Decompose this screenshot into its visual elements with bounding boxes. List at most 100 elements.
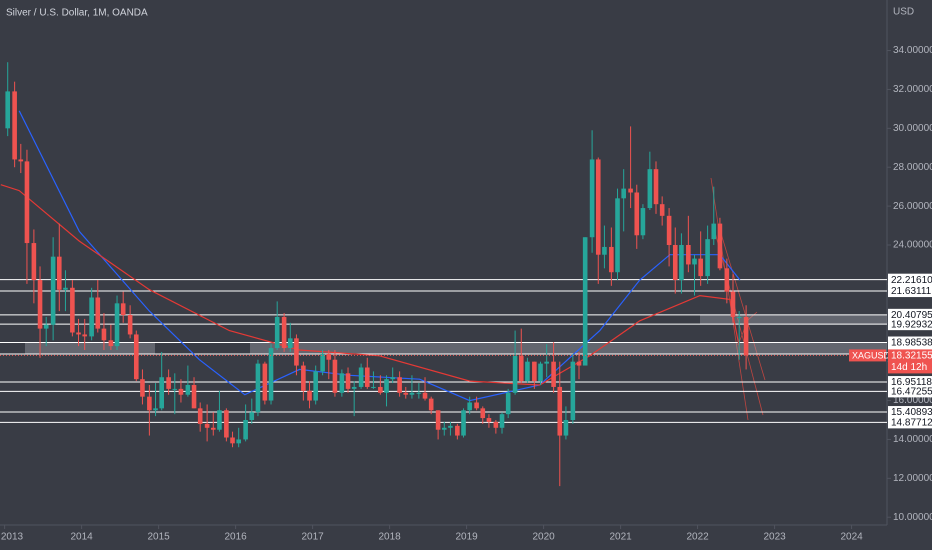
candle-body [448, 425, 453, 428]
candle-body [320, 353, 325, 372]
candle-body [114, 303, 120, 347]
candle-body [602, 246, 607, 255]
candle-body [358, 367, 364, 387]
candle-body [262, 363, 268, 401]
candle-body [634, 192, 640, 236]
candle-body [351, 386, 357, 389]
y-tick-label: 16.00000 [893, 395, 932, 406]
symbol-label: XAGUSD [852, 350, 891, 360]
candle-body [43, 324, 49, 329]
candle-body [339, 373, 345, 393]
candle-body [647, 169, 653, 209]
level-label-box [888, 376, 932, 389]
candle-body [332, 359, 338, 393]
trend-line [719, 229, 766, 381]
candle-body [609, 246, 614, 273]
price-zone [25, 342, 155, 355]
candle-body [224, 410, 229, 438]
x-tick-label: 2020 [532, 532, 555, 543]
level-label-box [888, 273, 932, 286]
level-label-box [888, 285, 932, 298]
candle-body [210, 427, 216, 430]
candle-body [455, 425, 460, 436]
candle-body [185, 385, 191, 395]
candle-body [628, 188, 633, 193]
candle-body [570, 361, 576, 420]
candle-body [140, 379, 145, 397]
y-tick-label: 14.00000 [893, 434, 932, 445]
level-label: 16.95118 [891, 377, 932, 388]
candle-body [461, 410, 466, 436]
candle-body [255, 363, 261, 413]
level-label-box [888, 318, 932, 331]
symbol-box [849, 349, 886, 362]
y-tick-label: 32.00000 [893, 84, 932, 95]
y-tick-label: 28.00000 [893, 162, 932, 173]
candle-body [204, 423, 210, 428]
level-label-box [888, 336, 932, 349]
candle-body [24, 161, 30, 244]
candle-body [409, 392, 415, 395]
candle-body [217, 410, 222, 430]
candle-body [563, 420, 569, 436]
candle-body [486, 418, 492, 422]
candle-body [50, 256, 56, 325]
candle-body [108, 340, 114, 347]
candle-body [672, 245, 678, 280]
moving-average [18, 110, 741, 402]
level-label: 16.47255 [891, 387, 932, 398]
candle-body [378, 386, 383, 393]
level-label-box [888, 406, 932, 419]
candle-body [493, 421, 499, 428]
candle-body [133, 334, 139, 380]
candle-body [31, 243, 37, 280]
level-label: 21.63111 [891, 286, 932, 297]
candle-body [640, 208, 646, 236]
candle-body [621, 188, 626, 199]
candle-body [159, 377, 164, 409]
candle-body [268, 348, 274, 401]
x-tick-label: 2018 [378, 532, 401, 543]
candle-body [717, 223, 723, 269]
candle-body [512, 355, 518, 393]
candle-body [364, 367, 370, 387]
candle-body [525, 361, 530, 382]
candle-body [390, 377, 395, 380]
x-tick-label: 2016 [224, 532, 247, 543]
candle-body [474, 402, 479, 409]
candle-body [416, 392, 422, 394]
candle-body [236, 439, 241, 444]
candle-body [589, 159, 595, 238]
candle-body [274, 316, 280, 349]
x-tick-label: 2024 [840, 532, 863, 543]
candle-body [63, 287, 68, 290]
candle-body [582, 237, 588, 366]
candle-body [653, 169, 659, 205]
candle-body [89, 297, 94, 337]
x-tick-label: 2019 [455, 532, 478, 543]
candle-body [95, 297, 101, 329]
candle-body [403, 392, 409, 395]
candle-body [692, 258, 697, 265]
candle-body [230, 437, 235, 444]
candle-body [178, 388, 184, 395]
candle-body [441, 427, 447, 430]
y-tick-label: 24.00000 [893, 240, 932, 251]
x-tick-label: 2013 [1, 532, 24, 543]
candle-body [147, 396, 152, 411]
chart-title: Silver / U.S. Dollar, 1M, OANDA [6, 8, 148, 19]
candle-body [698, 258, 703, 277]
candle-body [197, 408, 203, 424]
candle-body [736, 316, 742, 318]
candle-body [659, 204, 665, 216]
candle-body [480, 408, 486, 419]
candle-body [287, 338, 293, 349]
level-label-box [888, 416, 932, 429]
candle-body [743, 316, 749, 356]
candle-body [544, 361, 549, 364]
candle-body [724, 268, 730, 292]
candle-body [538, 363, 543, 382]
candle-body [397, 377, 402, 393]
